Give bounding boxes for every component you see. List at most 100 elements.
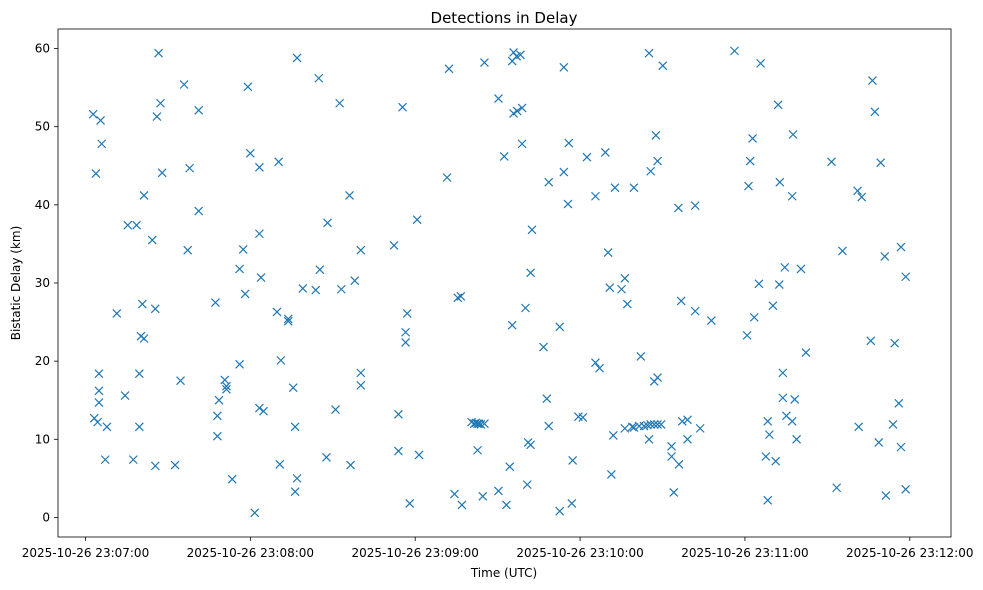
- data-point: [690, 201, 700, 211]
- data-point: [539, 342, 548, 352]
- data-point: [867, 76, 877, 86]
- data-point: [128, 455, 138, 465]
- data-point: [608, 430, 618, 440]
- data-point: [894, 398, 904, 408]
- data-point: [222, 381, 231, 391]
- data-point: [656, 420, 666, 429]
- data-point: [323, 218, 332, 228]
- data-point: [123, 220, 133, 230]
- data-point: [235, 359, 245, 369]
- data-point: [787, 191, 797, 201]
- data-point: [480, 58, 489, 68]
- data-point: [658, 61, 668, 71]
- data-point: [512, 106, 522, 116]
- data-point: [350, 276, 360, 286]
- data-point: [544, 421, 554, 431]
- data-point: [651, 130, 661, 140]
- data-point: [235, 264, 245, 274]
- data-point: [520, 303, 530, 313]
- data-point: [276, 355, 286, 365]
- data-point: [93, 417, 102, 427]
- data-point: [509, 48, 518, 57]
- data-point: [290, 422, 300, 432]
- data-point: [792, 434, 802, 444]
- y-tick-label: 30: [35, 276, 50, 290]
- data-point: [595, 363, 604, 373]
- data-point: [620, 423, 630, 433]
- data-point: [222, 384, 231, 394]
- data-point: [748, 133, 758, 143]
- data-point: [610, 183, 620, 193]
- data-point: [544, 177, 554, 187]
- data-point: [134, 422, 144, 432]
- data-points: [88, 46, 911, 518]
- data-point: [150, 304, 160, 314]
- data-point: [335, 98, 345, 108]
- data-point: [88, 109, 98, 119]
- data-point: [157, 168, 167, 178]
- x-axis-label: Time (UTC): [470, 566, 537, 580]
- data-point: [646, 166, 656, 176]
- data-point: [240, 289, 250, 299]
- data-point: [890, 338, 900, 348]
- data-point: [211, 298, 220, 307]
- x-tick-label: 2025-10-26 23:11:00: [681, 546, 808, 560]
- data-point: [591, 191, 600, 201]
- data-point: [401, 327, 411, 337]
- data-point: [414, 450, 424, 460]
- data-point: [152, 112, 162, 121]
- data-point: [456, 291, 466, 301]
- data-point: [517, 139, 527, 149]
- data-point: [896, 442, 906, 452]
- x-axis-ticks: 2025-10-26 23:07:00 2025-10-26 23:08:00 20…: [22, 537, 974, 560]
- data-point: [243, 82, 253, 92]
- x-tick-label: 2025-10-26 23:10:00: [516, 546, 643, 560]
- data-point: [176, 376, 185, 386]
- data-point: [254, 403, 264, 413]
- data-point: [272, 307, 282, 317]
- data-point: [345, 191, 354, 200]
- data-point: [591, 358, 600, 368]
- data-point: [154, 48, 163, 58]
- x-tick-label: 2025-10-26 23:09:00: [351, 546, 478, 560]
- data-point: [346, 460, 356, 470]
- data-point: [761, 452, 771, 461]
- data-point: [676, 296, 686, 306]
- data-point: [603, 248, 613, 257]
- data-point: [730, 46, 739, 56]
- data-point: [212, 411, 222, 421]
- data-point: [288, 383, 298, 393]
- data-point: [857, 192, 867, 202]
- data-point: [606, 470, 616, 479]
- data-point: [775, 177, 785, 187]
- data-point: [559, 167, 569, 177]
- data-point: [444, 64, 454, 74]
- data-point: [756, 58, 766, 68]
- data-point: [494, 486, 503, 496]
- data-point: [754, 279, 764, 289]
- data-point: [653, 373, 662, 382]
- data-point: [600, 148, 610, 157]
- data-point: [499, 151, 509, 161]
- data-point: [896, 242, 906, 252]
- data-point: [112, 309, 122, 318]
- data-point: [744, 181, 753, 191]
- data-point: [827, 157, 836, 167]
- data-point: [876, 158, 886, 168]
- data-point: [139, 334, 149, 343]
- data-point: [256, 273, 266, 282]
- data-point: [507, 320, 517, 330]
- data-point: [517, 103, 527, 113]
- data-point: [563, 199, 573, 209]
- data-point: [322, 452, 331, 462]
- data-point: [677, 416, 687, 426]
- data-point: [880, 252, 890, 261]
- data-point: [179, 80, 189, 89]
- data-point: [646, 420, 656, 429]
- data-point: [764, 430, 774, 440]
- data-point: [389, 241, 399, 250]
- data-point: [194, 105, 204, 115]
- data-point: [132, 220, 142, 230]
- x-tick-label: 2025-10-26 23:07:00: [22, 546, 149, 560]
